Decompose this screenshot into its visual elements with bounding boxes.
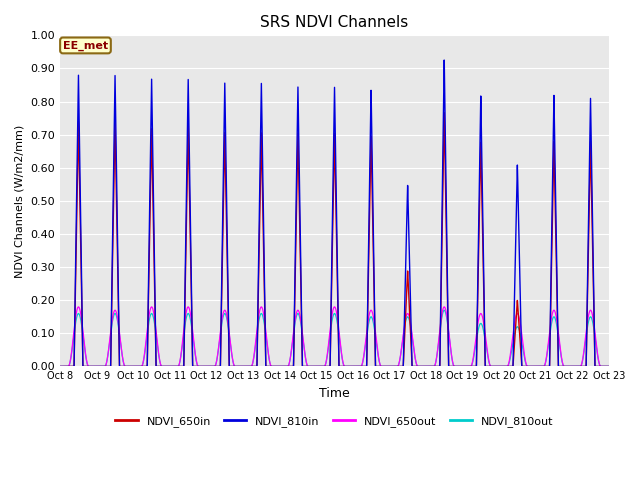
Line: NDVI_650in: NDVI_650in xyxy=(60,113,609,367)
NDVI_810out xyxy=(56,364,64,370)
NDVI_810out xyxy=(605,364,612,370)
NDVI_650out xyxy=(56,364,64,370)
NDVI_650in xyxy=(262,353,269,359)
NDVI_810out xyxy=(410,349,418,355)
Text: EE_met: EE_met xyxy=(63,40,108,50)
NDVI_810out xyxy=(168,364,175,370)
NDVI_650out xyxy=(262,326,269,332)
NDVI_810out xyxy=(603,364,611,370)
NDVI_650in xyxy=(488,364,496,370)
NDVI_810in xyxy=(488,364,496,370)
NDVI_650in xyxy=(56,364,64,370)
NDVI_810in xyxy=(168,364,175,370)
NDVI_650in xyxy=(168,364,175,370)
NDVI_650out xyxy=(410,348,418,354)
NDVI_650in xyxy=(410,364,418,370)
NDVI_650in xyxy=(173,364,181,370)
NDVI_810in xyxy=(173,364,181,370)
NDVI_650in xyxy=(440,110,448,116)
NDVI_650out xyxy=(75,304,83,310)
NDVI_810in xyxy=(603,364,611,370)
NDVI_810in xyxy=(262,351,269,357)
NDVI_650out xyxy=(488,364,496,370)
NDVI_810out xyxy=(488,364,496,370)
NDVI_810in xyxy=(56,364,64,370)
Line: NDVI_650out: NDVI_650out xyxy=(60,307,609,367)
Title: SRS NDVI Channels: SRS NDVI Channels xyxy=(260,15,408,30)
Line: NDVI_810in: NDVI_810in xyxy=(60,60,609,367)
Y-axis label: NDVI Channels (W/m2/mm): NDVI Channels (W/m2/mm) xyxy=(15,124,25,277)
NDVI_810out xyxy=(440,307,448,313)
NDVI_810out xyxy=(173,364,181,370)
NDVI_650out xyxy=(173,364,181,370)
NDVI_810out xyxy=(262,330,269,336)
NDVI_650out xyxy=(605,364,612,370)
X-axis label: Time: Time xyxy=(319,387,350,400)
NDVI_810in xyxy=(440,57,448,63)
NDVI_650out xyxy=(168,364,175,370)
NDVI_650out xyxy=(603,364,611,370)
Legend: NDVI_650in, NDVI_810in, NDVI_650out, NDVI_810out: NDVI_650in, NDVI_810in, NDVI_650out, NDV… xyxy=(111,412,558,432)
Line: NDVI_810out: NDVI_810out xyxy=(60,310,609,367)
NDVI_810in xyxy=(605,364,612,370)
NDVI_650in xyxy=(603,364,611,370)
NDVI_810in xyxy=(410,364,418,370)
NDVI_650in xyxy=(605,364,612,370)
